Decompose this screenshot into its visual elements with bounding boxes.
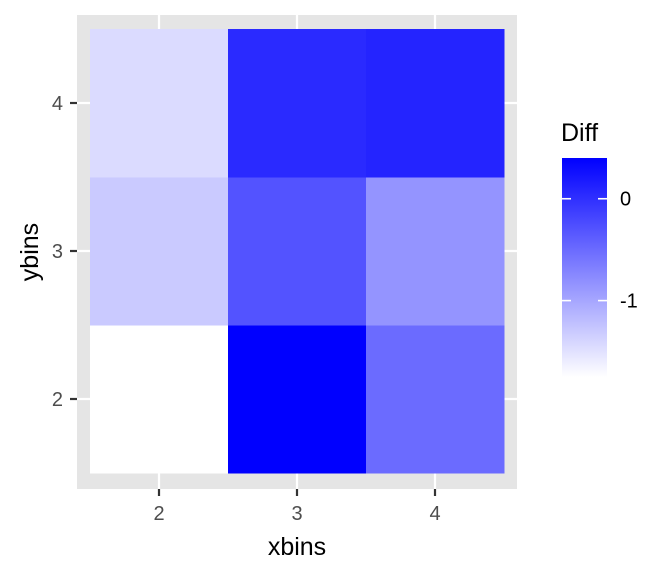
- heatmap-cell: [228, 325, 367, 474]
- heatmap-cell: [366, 177, 505, 326]
- legend: Diff 0 -1: [561, 119, 638, 377]
- y-axis-title: ybins: [16, 223, 44, 281]
- legend-ticks: 0 -1: [562, 189, 638, 313]
- x-axis: 2 3 4: [153, 489, 441, 525]
- heatmap-cells: [90, 29, 505, 474]
- heatmap-cell: [228, 177, 367, 326]
- y-tick-label: 2: [52, 389, 63, 411]
- heatmap-cell: [90, 29, 229, 178]
- legend-title: Diff: [561, 119, 598, 147]
- legend-tick-label: -1: [620, 291, 638, 313]
- y-tick-label: 3: [52, 241, 63, 263]
- x-tick-label: 4: [429, 503, 440, 525]
- heatmap-cell: [228, 29, 367, 178]
- heatmap-cell: [366, 325, 505, 474]
- heatmap-cell: [90, 325, 229, 474]
- y-tick-label: 4: [52, 93, 63, 115]
- legend-colorbar: [562, 158, 607, 377]
- y-axis: 2 3 4: [52, 93, 77, 411]
- x-tick-label: 2: [153, 503, 164, 525]
- x-tick-label: 3: [291, 503, 302, 525]
- heatmap-cell: [366, 29, 505, 178]
- heatmap-cell: [90, 177, 229, 326]
- x-axis-title: xbins: [268, 533, 326, 561]
- legend-tick-label: 0: [620, 189, 631, 211]
